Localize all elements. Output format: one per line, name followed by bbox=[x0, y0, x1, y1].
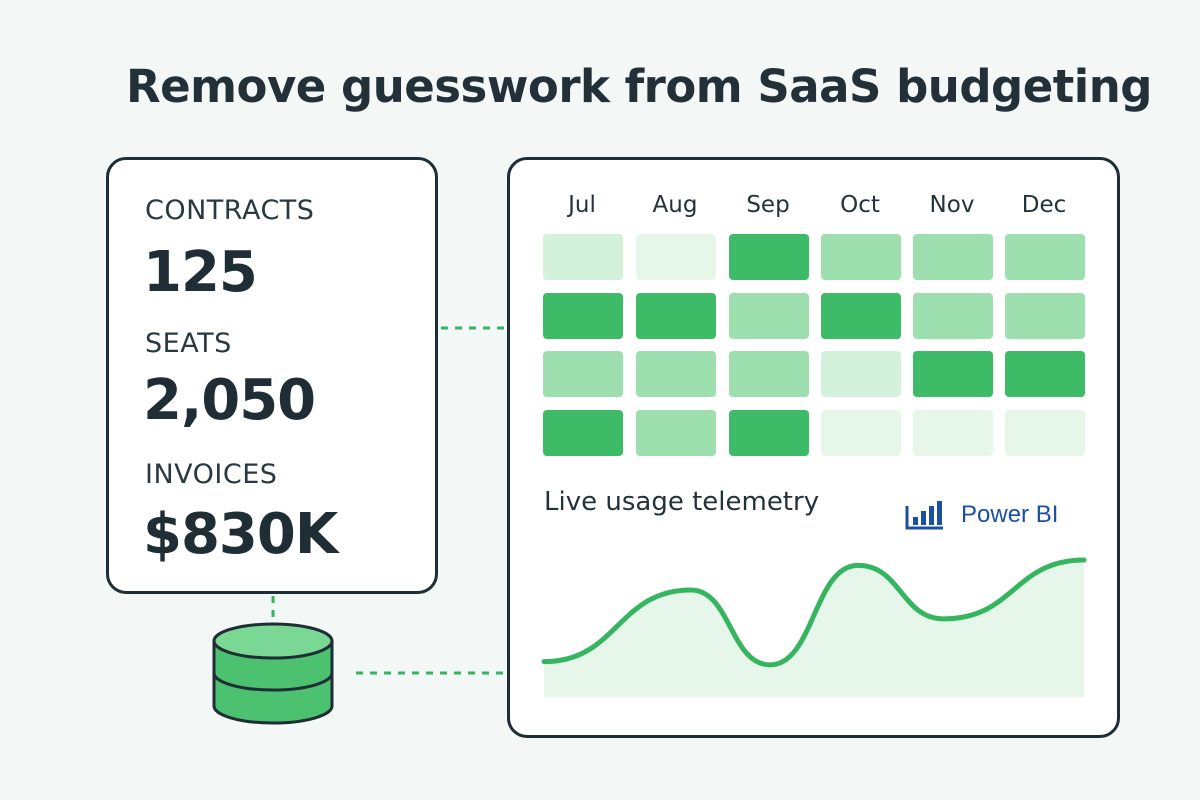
heatmap-cell bbox=[636, 351, 716, 397]
month-label: Dec bbox=[1021, 192, 1067, 218]
heatmap-cell bbox=[821, 293, 901, 339]
telemetry-line bbox=[541, 557, 1087, 668]
heatmap-cell bbox=[821, 234, 901, 280]
month-label: Sep bbox=[746, 192, 790, 218]
power-bi-label: Power BI bbox=[961, 501, 1059, 528]
heatmap-cell bbox=[913, 351, 993, 397]
power-bi-icon bbox=[905, 501, 943, 530]
metric-value-invoices: $830K bbox=[143, 502, 338, 567]
heatmap-cell bbox=[543, 410, 623, 456]
heatmap-cell bbox=[543, 234, 623, 280]
metric-label-contracts: CONTRACTS bbox=[145, 195, 315, 226]
metric-label-invoices: INVOICES bbox=[145, 459, 278, 490]
heatmap-cell bbox=[821, 410, 901, 456]
heatmap-cell bbox=[1005, 351, 1085, 397]
heatmap-cell bbox=[543, 293, 623, 339]
headline: Remove guesswork from SaaS budgeting bbox=[126, 60, 1152, 113]
heatmap-cell bbox=[543, 351, 623, 397]
heatmap-cell bbox=[636, 410, 716, 456]
heatmap-cell bbox=[729, 410, 809, 456]
heatmap-cell bbox=[729, 234, 809, 280]
metrics-card: CONTRACTS 125 SEATS 2,050 INVOICES $830K bbox=[106, 157, 438, 594]
month-label: Aug bbox=[652, 192, 698, 218]
heatmap-cell bbox=[1005, 410, 1085, 456]
heatmap-cell bbox=[729, 351, 809, 397]
heatmap-cell bbox=[636, 234, 716, 280]
heatmap-cell bbox=[913, 234, 993, 280]
power-bi-brand: Power BI bbox=[903, 498, 1058, 532]
heatmap-cell bbox=[1005, 293, 1085, 339]
database-icon bbox=[212, 622, 334, 725]
metric-value-seats: 2,050 bbox=[143, 368, 316, 433]
month-label: Nov bbox=[929, 192, 975, 218]
heatmap-cell bbox=[913, 293, 993, 339]
heatmap-cell bbox=[636, 293, 716, 339]
telemetry-title: Live usage telemetry bbox=[544, 487, 820, 517]
telemetry-area bbox=[544, 560, 1084, 697]
heatmap-cell bbox=[729, 293, 809, 339]
heatmap-cell bbox=[821, 351, 901, 397]
month-label: Oct bbox=[840, 192, 880, 218]
month-label: Jul bbox=[568, 192, 596, 218]
heatmap-cell bbox=[1005, 234, 1085, 280]
heatmap-cell bbox=[913, 410, 993, 456]
metric-value-contracts: 125 bbox=[143, 240, 258, 305]
metric-label-seats: SEATS bbox=[145, 328, 232, 359]
